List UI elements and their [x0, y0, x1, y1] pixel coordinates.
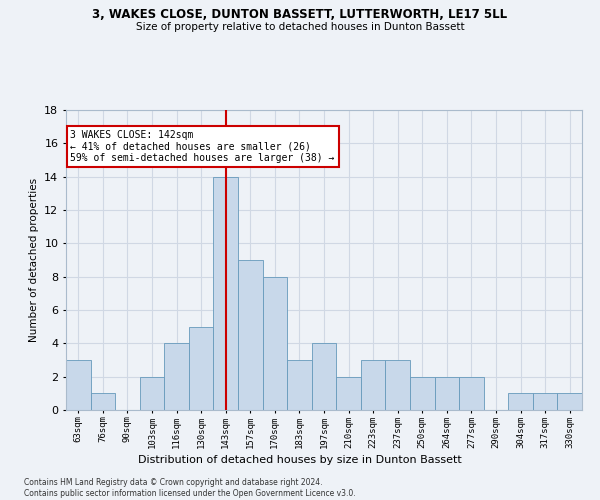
Bar: [508, 394, 533, 410]
Bar: [214, 176, 238, 410]
Bar: [312, 344, 336, 410]
Bar: [238, 260, 263, 410]
Bar: [361, 360, 385, 410]
Text: Distribution of detached houses by size in Dunton Bassett: Distribution of detached houses by size …: [138, 455, 462, 465]
Bar: [385, 360, 410, 410]
Bar: [410, 376, 434, 410]
Bar: [557, 394, 582, 410]
Text: 3, WAKES CLOSE, DUNTON BASSETT, LUTTERWORTH, LE17 5LL: 3, WAKES CLOSE, DUNTON BASSETT, LUTTERWO…: [92, 8, 508, 20]
Bar: [336, 376, 361, 410]
Text: 3 WAKES CLOSE: 142sqm
← 41% of detached houses are smaller (26)
59% of semi-deta: 3 WAKES CLOSE: 142sqm ← 41% of detached …: [70, 130, 335, 163]
Bar: [287, 360, 312, 410]
Bar: [459, 376, 484, 410]
Text: Size of property relative to detached houses in Dunton Bassett: Size of property relative to detached ho…: [136, 22, 464, 32]
Y-axis label: Number of detached properties: Number of detached properties: [29, 178, 38, 342]
Bar: [533, 394, 557, 410]
Bar: [434, 376, 459, 410]
Bar: [140, 376, 164, 410]
Bar: [66, 360, 91, 410]
Bar: [263, 276, 287, 410]
Bar: [189, 326, 214, 410]
Bar: [91, 394, 115, 410]
Text: Contains HM Land Registry data © Crown copyright and database right 2024.
Contai: Contains HM Land Registry data © Crown c…: [24, 478, 356, 498]
Bar: [164, 344, 189, 410]
